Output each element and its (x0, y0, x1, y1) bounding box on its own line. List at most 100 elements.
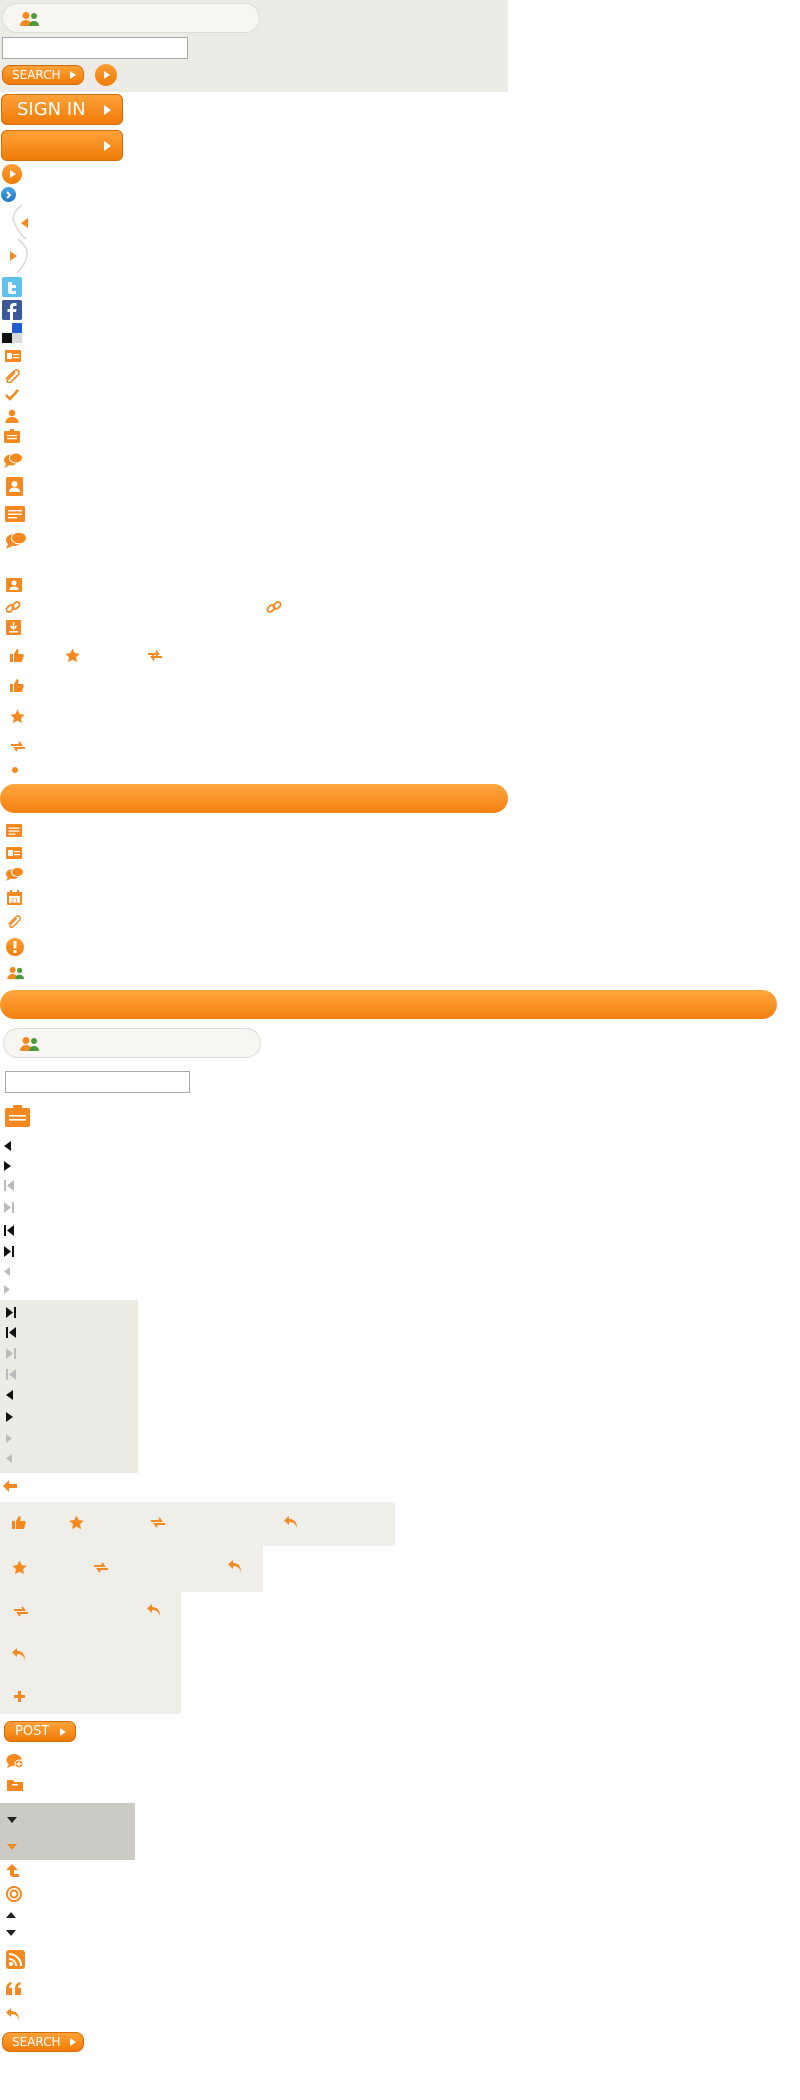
quote-icon (6, 1982, 22, 1995)
paperclip-icon (3, 367, 21, 383)
target-icon[interactable] (6, 1886, 22, 1902)
orange-bar-wide (0, 990, 777, 1019)
next-arrow-icon[interactable] (6, 1412, 14, 1422)
chevron-down-icon[interactable] (7, 1817, 17, 1823)
post-button[interactable]: POST (4, 1721, 76, 1742)
actions-panel-3 (0, 1592, 181, 1714)
delicious-icon[interactable] (2, 323, 22, 343)
clipboard-large-icon (5, 1105, 30, 1127)
notepad-icon (6, 824, 22, 837)
chevron-up-icon[interactable] (6, 1912, 16, 1918)
next-arrow-disabled-icon (4, 1285, 11, 1294)
search-input-2[interactable] (5, 1071, 190, 1093)
facebook-icon[interactable] (2, 300, 22, 320)
pager-panel (0, 1300, 138, 1473)
top-go-button[interactable] (95, 64, 117, 86)
users-icon (19, 1036, 43, 1052)
star-icon[interactable] (12, 1560, 27, 1575)
arrow-right-icon (104, 140, 111, 151)
bottom-search-button[interactable]: SEARCH (2, 2032, 84, 2052)
first-page-disabled-icon (4, 1180, 14, 1191)
swap-arrows-icon[interactable] (149, 1516, 167, 1529)
blank-orange-button[interactable] (1, 130, 123, 161)
user-filter-pill-2[interactable] (3, 1028, 261, 1058)
swap-arrows-icon (9, 740, 27, 753)
first-page-icon[interactable] (4, 1225, 14, 1236)
prev-arrow-icon[interactable] (4, 1141, 12, 1151)
reply-icon[interactable] (6, 2008, 20, 2021)
notepad-icon (5, 505, 25, 522)
actions-panel-1 (0, 1502, 395, 1546)
reply-icon[interactable] (147, 1604, 161, 1617)
contact-small-icon (6, 578, 22, 592)
reply-icon[interactable] (284, 1516, 298, 1529)
arrow-right-icon (60, 1727, 66, 1736)
checkmark-icon (5, 389, 19, 401)
user-filter-pill[interactable] (2, 3, 260, 33)
thumbs-up-icon[interactable] (12, 1515, 26, 1530)
play-circle-icon[interactable] (2, 164, 22, 184)
arrow-right-icon (70, 71, 76, 79)
star-icon (10, 709, 25, 724)
prev-arrow-disabled-icon (4, 1267, 11, 1276)
last-page-disabled-icon (4, 1202, 14, 1213)
reply-icon[interactable] (12, 1648, 26, 1661)
last-page-icon[interactable] (6, 1307, 16, 1318)
chevron-down-icon[interactable] (6, 1930, 16, 1936)
users-icon (19, 11, 43, 27)
id-card-icon (6, 846, 22, 859)
folder-icon[interactable] (7, 1778, 23, 1791)
twitter-icon[interactable] (2, 277, 22, 297)
sign-in-button[interactable]: SIGN IN (1, 94, 123, 125)
top-search-button[interactable]: SEARCH (2, 65, 84, 85)
svg-text:21: 21 (11, 898, 19, 905)
link-icon-far (266, 599, 282, 615)
swap-arrows-icon[interactable] (92, 1561, 110, 1574)
dropdown-panel (0, 1803, 135, 1860)
thumbs-up-icon (10, 678, 24, 693)
rss-icon[interactable] (6, 1950, 25, 1969)
reply-icon[interactable] (228, 1560, 242, 1573)
prev-arrow-icon[interactable] (6, 1390, 14, 1400)
swap-arrows-icon[interactable] (12, 1605, 30, 1618)
chat-bubbles-icon (5, 866, 24, 882)
back-arrow-icon[interactable] (3, 1480, 17, 1492)
paperclip-icon (6, 913, 22, 928)
contact-card-icon (6, 477, 23, 496)
thumbs-up-icon (10, 648, 24, 663)
chat-bubbles-large-icon (5, 531, 27, 550)
link-icon (5, 599, 21, 615)
chevron-down-orange-icon[interactable] (7, 1844, 17, 1850)
prev-arrow-disabled-icon (6, 1454, 13, 1463)
swap-arrows-icon (146, 649, 164, 662)
next-arrow-disabled-icon (6, 1434, 13, 1443)
add-comment-icon[interactable] (6, 1753, 24, 1769)
actions-panel-2 (0, 1546, 263, 1592)
calendar-icon: 21 (7, 890, 22, 905)
user-icon (5, 409, 19, 423)
id-card-icon (5, 349, 21, 362)
orange-bar (0, 784, 508, 813)
play-icon (104, 71, 110, 79)
upload-arrow-icon[interactable] (6, 1864, 20, 1877)
first-page-icon[interactable] (6, 1327, 16, 1338)
star-icon (65, 648, 80, 663)
arrow-right-icon (70, 2038, 76, 2046)
download-box-icon (6, 620, 21, 635)
chevron-circle-blue-icon[interactable] (1, 187, 16, 202)
star-icon[interactable] (69, 1515, 84, 1530)
slide-left-icon[interactable] (8, 204, 32, 240)
chat-bubbles-icon (3, 452, 23, 469)
dot-icon (12, 767, 18, 773)
next-arrow-icon[interactable] (4, 1161, 12, 1171)
slide-right-icon[interactable] (2, 238, 30, 274)
alert-icon (6, 938, 24, 956)
arrow-right-icon (104, 104, 111, 115)
last-page-icon[interactable] (4, 1246, 14, 1257)
last-page-disabled-icon (6, 1348, 16, 1359)
plus-icon[interactable] (14, 1691, 25, 1702)
clipboard-icon (4, 428, 20, 444)
first-page-disabled-icon (6, 1369, 16, 1380)
users-icon (6, 966, 28, 980)
top-search-input[interactable] (2, 37, 188, 59)
